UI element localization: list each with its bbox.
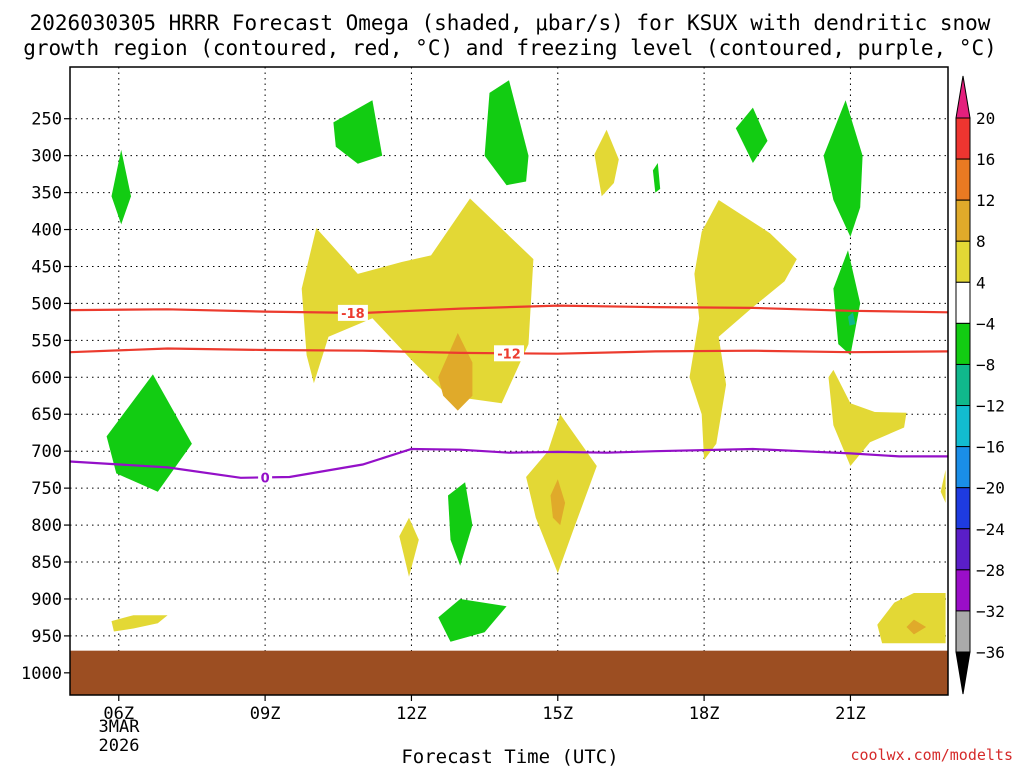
contour-label-bg-dgz-top — [337, 304, 368, 321]
temperature-contours: -18 -12 0 — [69, 304, 949, 486]
date-label-day: 3MAR — [99, 717, 141, 737]
contour-label-dgz-bottom: -12 — [497, 347, 521, 362]
colorbar-swatch-10 — [955, 487, 971, 530]
omega-region-sink-21z-core — [848, 312, 856, 326]
contour-label-bg-freezing-level — [258, 469, 273, 486]
plot-frame — [69, 66, 949, 696]
credit-link[interactable]: coolwx.com/modelts — [850, 746, 1013, 764]
chart-title-line2: growth region (contoured, red, °C) and f… — [23, 36, 997, 60]
omega-region-sink-13z-low — [438, 599, 507, 642]
omega-shaded-regions — [106, 80, 946, 644]
omega-region-rise-06z-low — [111, 615, 168, 632]
x-tick-label-15Z: 15Z — [542, 704, 573, 724]
y-tick-label-550: 550 — [31, 331, 62, 351]
contour-label-bg-dgz-bottom — [494, 345, 524, 362]
y-tick-label-250: 250 — [31, 110, 62, 130]
omega-region-sink-13z-mid — [448, 482, 473, 566]
x-tick-label-18Z: 18Z — [689, 704, 720, 724]
omega-region-rise-18z — [689, 200, 797, 461]
x-axis-label: Forecast Time (UTC) — [401, 746, 618, 768]
x-tick-label-12Z: 12Z — [396, 704, 427, 724]
colorbar-top-arrow — [955, 75, 971, 119]
y-tick-label-300: 300 — [31, 147, 62, 167]
colorbar-swatch-3 — [955, 199, 971, 242]
contour-freezing-level — [69, 447, 948, 479]
x-tick-label-06Z: 06Z — [103, 704, 134, 724]
colorbar-tick-4: 4 — [976, 273, 986, 292]
colorbar-tick-0: 20 — [976, 109, 995, 128]
colorbar-swatch-12 — [955, 569, 971, 612]
ground-below-surface — [70, 650, 948, 695]
colorbar-tick-3: 8 — [976, 232, 986, 251]
colorbar-tick-6: −8 — [976, 355, 995, 374]
y-tick-label-900: 900 — [31, 590, 62, 610]
colorbar-tick-8: −16 — [976, 438, 1005, 457]
colorbar-swatch-1 — [955, 117, 971, 160]
y-tick-label-800: 800 — [31, 516, 62, 536]
y-tick-label-500: 500 — [31, 294, 62, 314]
contour-label-freezing-level: 0 — [261, 471, 270, 486]
omega-region-sink-17z — [652, 163, 661, 193]
colorbar-swatch-6 — [955, 322, 971, 365]
y-tick-label-850: 850 — [31, 553, 62, 573]
colorbar-swatch-8 — [955, 405, 971, 448]
y-tick-label-1000: 1000 — [21, 664, 62, 684]
date-label-year: 2026 — [99, 736, 140, 756]
y-tick-label-350: 350 — [31, 184, 62, 204]
omega-region-rise-22z-core — [906, 619, 927, 635]
colorbar-swatch-4 — [955, 240, 971, 283]
colorbar-tick-2: 12 — [976, 191, 995, 210]
colorbar-swatch-9 — [955, 446, 971, 489]
x-tick-label-09Z: 09Z — [250, 704, 281, 724]
contour-dgz-top — [69, 304, 949, 315]
colorbar: 20 16 12 8 4 −4 −8 −12 −16 −20 −24 −28 −32 −36 — [955, 75, 1005, 695]
omega-region-sink-06z-upper — [111, 149, 131, 225]
y-tick-label-700: 700 — [31, 442, 62, 462]
colorbar-swatch-5 — [955, 281, 971, 324]
colorbar-bottom-arrow — [955, 651, 971, 695]
colorbar-tick-10: −24 — [976, 520, 1005, 539]
omega-region-sink-14z — [484, 80, 529, 186]
x-tick-label-21Z: 21Z — [835, 704, 866, 724]
omega-region-rise-12z-low — [399, 517, 419, 577]
colorbar-tick-1: 16 — [976, 150, 995, 169]
omega-region-sink-19z — [735, 107, 768, 163]
contour-label-dgz-top: -18 — [341, 307, 365, 322]
omega-region-rise-15z-core — [550, 479, 566, 526]
colorbar-swatch-7 — [955, 363, 971, 407]
y-tick-label-750: 750 — [31, 479, 62, 499]
chart-title-line1: 2026030305 HRRR Forecast Omega (shaded, … — [30, 11, 991, 35]
y-tick-label-400: 400 — [31, 221, 62, 241]
colorbar-tick-9: −20 — [976, 479, 1005, 498]
colorbar-swatch-13 — [955, 610, 971, 653]
omega-region-rise-16z — [594, 129, 619, 197]
omega-region-rise-21z-low — [828, 369, 907, 466]
colorbar-tick-5: −4 — [976, 314, 995, 333]
colorbar-tick-11: −28 — [976, 561, 1005, 580]
colorbar-tick-13: −36 — [976, 643, 1005, 662]
omega-region-rise-22z-low — [877, 593, 946, 644]
colorbar-tick-12: −32 — [976, 602, 1005, 621]
y-tick-label-450: 450 — [31, 257, 62, 277]
colorbar-swatch-11 — [955, 528, 971, 571]
y-tick-label-950: 950 — [31, 627, 62, 647]
y-tick-label-650: 650 — [31, 405, 62, 425]
y-tick-label-600: 600 — [31, 368, 62, 388]
time-axis: 06Z 09Z 12Z 15Z 18Z 21Z — [103, 695, 866, 724]
omega-region-rise-23z-edge — [940, 469, 946, 503]
omega-region-sink-11z — [333, 100, 383, 164]
omega-region-sink-21z-upper — [823, 100, 863, 237]
colorbar-tick-7: −12 — [976, 397, 1005, 416]
omega-region-sink-06z-lower — [106, 374, 192, 492]
colorbar-swatch-2 — [955, 158, 971, 201]
omega-region-sink-21z-mid — [833, 250, 861, 356]
pressure-axis: 250 300 350 400 450 500 550 600 650 700 750 800 850 9… — [21, 110, 70, 684]
